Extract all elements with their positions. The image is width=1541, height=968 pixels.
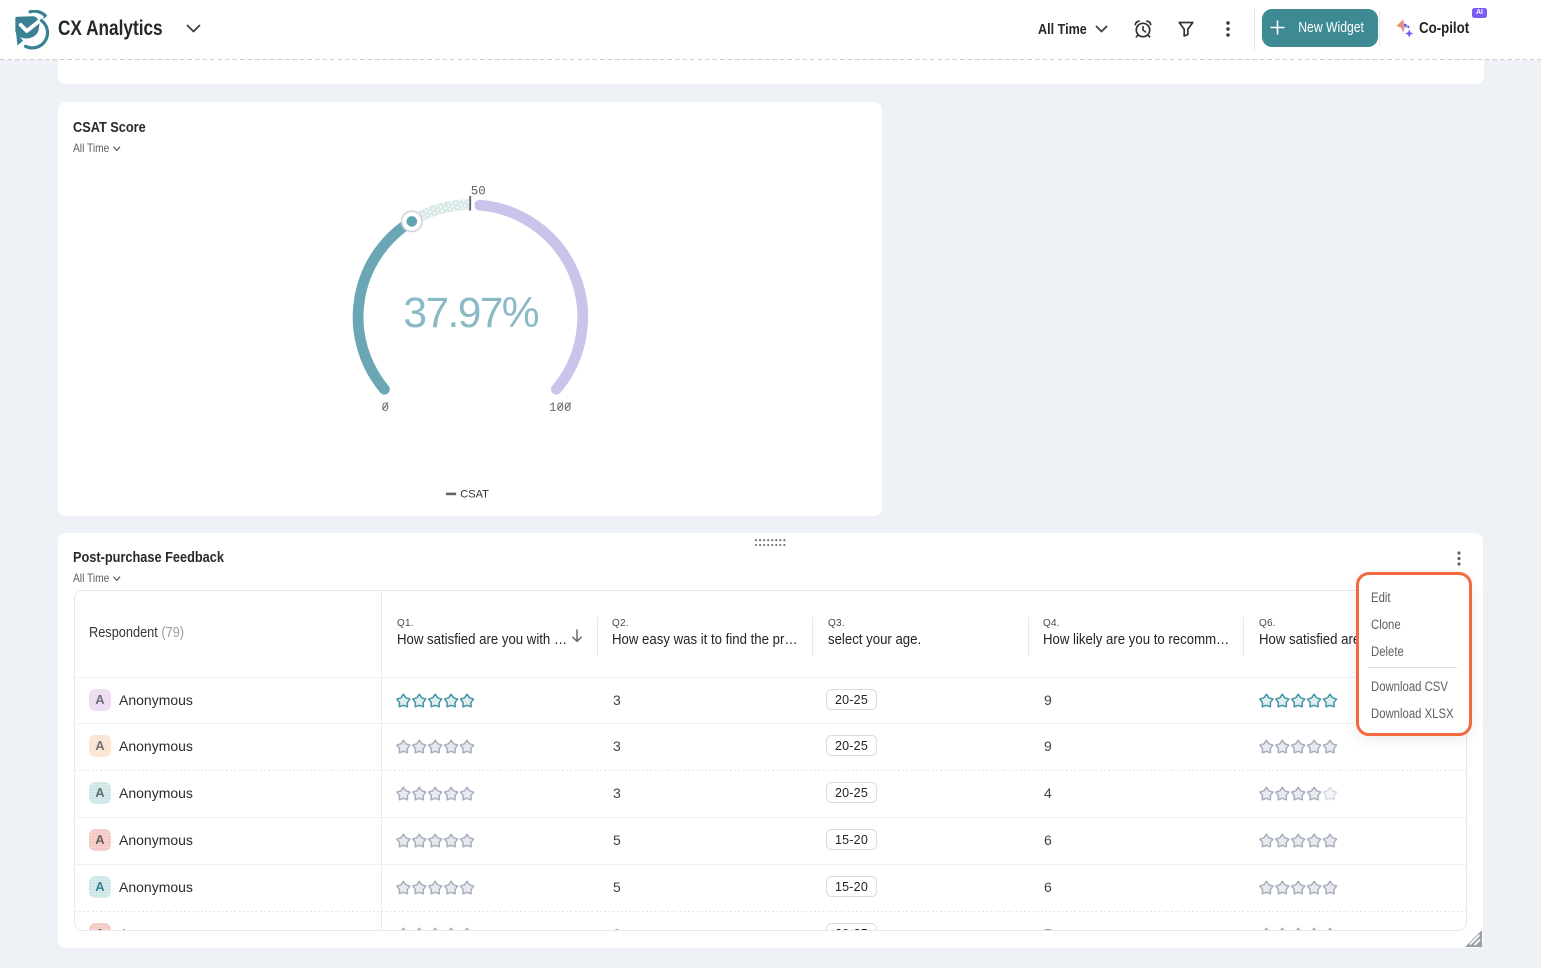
svg-text:0: 0 bbox=[381, 401, 389, 415]
svg-text:37.97%: 37.97% bbox=[403, 290, 538, 337]
svg-text:100: 100 bbox=[549, 401, 572, 415]
svg-text:CSAT: CSAT bbox=[460, 488, 489, 500]
svg-text:50: 50 bbox=[471, 184, 486, 198]
